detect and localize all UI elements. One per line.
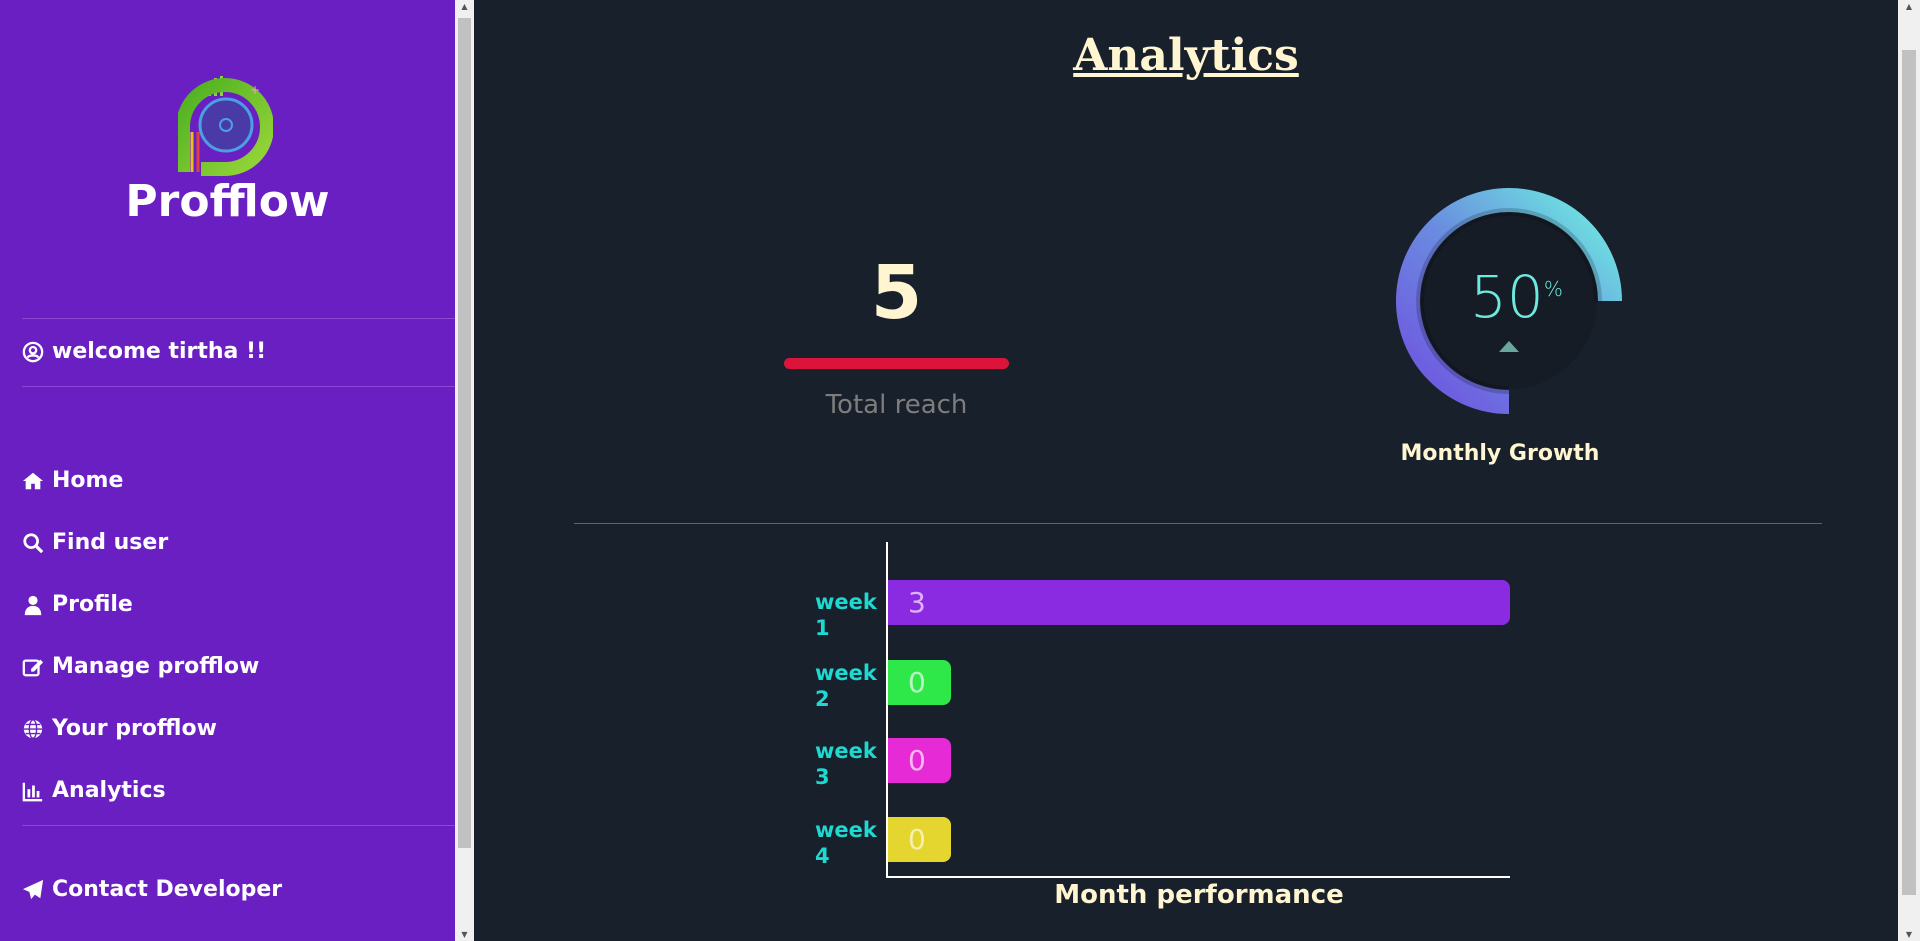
chart-title: Month performance <box>1054 880 1344 910</box>
growth-up-triangle-icon <box>1499 341 1519 352</box>
svg-text:+: + <box>250 83 260 97</box>
sidebar-item-manage-profflow[interactable]: Manage profflow <box>22 654 259 679</box>
sidebar-item-label: Manage profflow <box>52 654 260 679</box>
welcome-user: welcome tirtha !! <box>22 339 266 364</box>
profflow-logo: + <box>178 76 273 176</box>
user-circle-icon <box>22 341 44 362</box>
main-scrollbar[interactable]: ▲ ▼ <box>1898 0 1920 941</box>
bar-label: week 4 <box>815 818 877 868</box>
sidebar-item-contact-developer[interactable]: Contact Developer <box>22 877 282 902</box>
sidebar-item-label: Your profflow <box>52 716 217 741</box>
sidebar-item-label: Contact Developer <box>52 877 283 902</box>
user-icon <box>24 595 42 615</box>
sidebar: + Profflow welcome tirtha !! Home Find u… <box>0 0 455 941</box>
sidebar-item-label: Find user <box>52 530 169 555</box>
sidebar-scrollbar[interactable]: ▲ ▼ <box>455 0 474 941</box>
section-divider <box>574 523 1822 524</box>
total-reach-label: Total reach <box>825 390 968 420</box>
bar: 3 <box>888 580 1510 625</box>
y-axis <box>886 542 888 878</box>
search-icon <box>23 532 44 553</box>
divider <box>22 318 455 319</box>
sidebar-item-label: Analytics <box>52 778 166 803</box>
growth-label: Monthly Growth <box>1400 441 1600 466</box>
paper-plane-icon <box>22 879 44 899</box>
bar: 0 <box>888 817 951 862</box>
sidebar-item-analytics[interactable]: Analytics <box>22 778 166 803</box>
home-icon <box>22 472 44 489</box>
sidebar-item-your-profflow[interactable]: Your profflow <box>22 716 217 741</box>
growth-value: 50% <box>1470 263 1563 331</box>
sidebar-item-profile[interactable]: Profile <box>22 592 133 617</box>
divider <box>22 825 455 826</box>
globe-icon <box>23 718 43 739</box>
bar-label: week 3 <box>815 739 877 789</box>
bar-label: week 2 <box>815 661 877 711</box>
total-reach-value: 5 <box>870 250 923 336</box>
page-title: Analytics <box>1073 30 1299 81</box>
sidebar-item-home[interactable]: Home <box>22 468 123 493</box>
total-reach-bar <box>784 358 1009 369</box>
brand-name: Profflow <box>125 176 330 227</box>
welcome-text: welcome tirtha !! <box>52 339 267 364</box>
bar-label: week 1 <box>815 590 877 640</box>
sidebar-item-label: Home <box>52 468 124 493</box>
bar: 0 <box>888 660 951 705</box>
divider <box>22 386 455 387</box>
sidebar-item-label: Profile <box>52 592 133 617</box>
chart-icon <box>22 782 43 801</box>
growth-gauge <box>1396 188 1622 414</box>
bar: 0 <box>888 738 951 783</box>
x-axis <box>886 876 1510 878</box>
sidebar-item-find-user[interactable]: Find user <box>22 530 168 555</box>
edit-icon <box>22 658 44 676</box>
